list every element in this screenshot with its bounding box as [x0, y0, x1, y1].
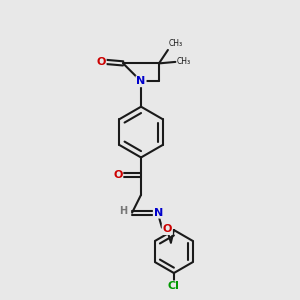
Text: O: O	[96, 57, 106, 67]
Text: Cl: Cl	[168, 281, 180, 292]
Text: O: O	[113, 170, 122, 180]
Text: CH₃: CH₃	[177, 57, 191, 66]
Text: H: H	[119, 206, 127, 216]
Text: N: N	[154, 208, 163, 218]
Text: O: O	[163, 224, 172, 234]
Text: N: N	[136, 76, 146, 86]
Text: CH₃: CH₃	[169, 39, 183, 48]
